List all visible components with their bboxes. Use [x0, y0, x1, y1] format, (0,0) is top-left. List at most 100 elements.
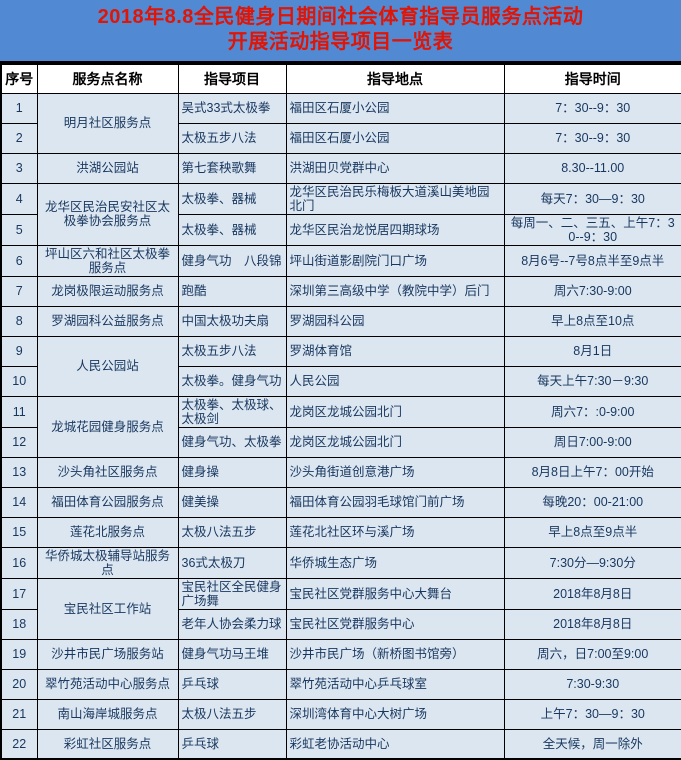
- cell-index: 1: [0, 92, 38, 124]
- cell-project: 健身气功 八段锦: [177, 244, 287, 277]
- cell-index: 21: [0, 698, 38, 730]
- table-row: 1 明月社区服务点 吴式33式太极拳 福田区石厦小公园 7：30--9：30: [0, 92, 681, 154]
- cell-index: 10: [0, 365, 38, 397]
- cell-location: 翠竹苑活动中心乒乓球室: [285, 668, 505, 700]
- cell-index: 16: [0, 546, 38, 579]
- col-header-project: 指导项目: [177, 63, 287, 94]
- page-title-line-2: 开展活动指导项目一览表: [227, 31, 454, 53]
- cell-project: 健身气功马王堆: [177, 638, 287, 670]
- cell-index: 4: [0, 182, 38, 215]
- cell-time: 每晚20：00-21:00: [503, 486, 681, 518]
- cell-service-point-name: 福田体育公园服务点: [36, 486, 179, 518]
- cell-location: 罗湖园科公园: [285, 305, 505, 337]
- cell-service-point-name: 龙岗极限运动服务点: [36, 275, 179, 307]
- table-row: 6 坪山区六和社区太极拳服务点 健身气功 八段锦 坪山街道影剧院门口广场 8月6号--7…: [0, 244, 681, 277]
- cell-index: 12: [0, 426, 38, 458]
- cell-index: 3: [0, 152, 38, 184]
- cell-project: 跑酷: [177, 275, 287, 307]
- cell-time: 2018年8月8日: [503, 608, 681, 640]
- cell-project: 第七套秧歌舞: [177, 152, 287, 184]
- cell-project: 健身气功、太极拳: [177, 426, 287, 458]
- cell-project: 太极八法五步: [177, 516, 287, 548]
- cell-project: 吴式33式太极拳: [177, 92, 287, 124]
- cell-time: 早上8点至9点半: [503, 516, 681, 548]
- cell-service-point-name: 罗湖园科公益服务点: [36, 305, 179, 337]
- table-row: 22 彩虹社区服务点 乒乓球 彩虹老协活动中心 全天候，周一除外: [0, 728, 681, 760]
- cell-time: 8月1日: [503, 335, 681, 367]
- cell-service-point-name: 明月社区服务点: [36, 92, 179, 154]
- cell-time: 7：30--9：30: [503, 92, 681, 124]
- cell-service-point-name: 洪湖公园站: [36, 152, 179, 184]
- cell-project: 太极八法五步: [177, 698, 287, 730]
- cell-project: 36式太极刀: [177, 546, 287, 579]
- cell-time: 上午7：30—9：30: [503, 698, 681, 730]
- cell-location: 华侨城生态广场: [285, 546, 505, 579]
- cell-index: 8: [0, 305, 38, 337]
- cell-index: 22: [0, 728, 38, 760]
- cell-index: 13: [0, 456, 38, 488]
- cell-location: 沙井市民广场（新桥图书馆旁）: [285, 638, 505, 670]
- cell-project: 乒乓球: [177, 728, 287, 760]
- page-title-line-1: 2018年8.8全民健身日期间社会体育指导员服务点活动: [97, 6, 584, 28]
- cell-location: 罗湖体育馆: [285, 335, 505, 367]
- cell-location: 彩虹老协活动中心: [285, 728, 505, 760]
- cell-location: 龙华区民治龙悦居四期球场: [285, 213, 505, 246]
- cell-location: 坪山街道影剧院门口广场: [285, 244, 505, 277]
- cell-index: 14: [0, 486, 38, 518]
- cell-time: 2018年8月8日: [503, 577, 681, 610]
- table-row: 7 龙岗极限运动服务点 跑酷 深圳第三高级中学（教院中学）后门 周六7:30-9:00: [0, 275, 681, 307]
- cell-service-point-name: 龙城花园健身服务点: [36, 395, 179, 458]
- table-row: 21 南山海岸城服务点 太极八法五步 深圳湾体育中心大树广场 上午7：30—9：30: [0, 698, 681, 730]
- cell-project: 中国太极功夫扇: [177, 305, 287, 337]
- cell-location: 沙头角街道创意港广场: [285, 456, 505, 488]
- table-row: 13 沙头角社区服务点 健身操 沙头角街道创意港广场 8月8日上午7：00开始: [0, 456, 681, 488]
- table-row: 15 莲花北服务点 太极八法五步 莲花北社区环与溪广场 早上8点至9点半: [0, 516, 681, 548]
- table-row: 3 洪湖公园站 第七套秧歌舞 洪湖田贝党群中心 8.30--11.00: [0, 152, 681, 184]
- title-band: 2018年8.8全民健身日期间社会体育指导员服务点活动 开展活动指导项目一览表: [0, 0, 681, 63]
- cell-service-point-name: 华侨城太极辅导站服务点: [36, 546, 179, 579]
- cell-index: 9: [0, 335, 38, 367]
- cell-location: 深圳湾体育中心大树广场: [285, 698, 505, 730]
- table-row: 18 老年人协会柔力球 宝民社区党群服务中心 2018年8月8日: [0, 608, 681, 640]
- cell-project: 宝民社区全民健身广场舞: [177, 577, 287, 610]
- cell-service-point-name: 人民公园站: [36, 335, 179, 397]
- table-row: 16 华侨城太极辅导站服务点 36式太极刀 华侨城生态广场 7:30分—9:30分: [0, 546, 681, 579]
- table-row: 12 健身气功、太极拳 龙岗区龙城公园北门 周日7:00-9:00: [0, 426, 681, 458]
- table-row: 8 罗湖园科公益服务点 中国太极功夫扇 罗湖园科公园 早上8点至10点: [0, 305, 681, 337]
- cell-location: 龙岗区龙城公园北门: [285, 426, 505, 458]
- cell-index: 19: [0, 638, 38, 670]
- cell-index: 18: [0, 608, 38, 640]
- col-header-time: 指导时间: [503, 63, 681, 94]
- cell-location: 宝民社区党群服务中心: [285, 608, 505, 640]
- table-row: 9 人民公园站 太极五步八法 罗湖体育馆 8月1日: [0, 335, 681, 397]
- cell-service-point-name: 沙井市民广场服务站: [36, 638, 179, 670]
- table-row: 11 龙城花园健身服务点 太极拳、太极球、太极剑 龙岗区龙城公园北门 周六7：:0-9:…: [0, 395, 681, 458]
- cell-time: 7：30--9：30: [503, 122, 681, 154]
- table-row: 10 太极拳。健身气功 人民公园 每天上午7:30－9:30: [0, 365, 681, 397]
- cell-location: 福田区石厦小公园: [285, 122, 505, 154]
- header-row: 序号 服务点名称 指导项目 指导地点 指导时间: [0, 63, 681, 94]
- cell-location: 福田区石厦小公园: [285, 92, 505, 124]
- cell-time: 周六，日7:00至9:00: [503, 638, 681, 670]
- cell-location: 福田体育公园羽毛球馆门前广场: [285, 486, 505, 518]
- cell-project: 太极拳、器械: [177, 182, 287, 215]
- col-header-name: 服务点名称: [36, 63, 179, 94]
- table-row: 20 翠竹苑活动中心服务点 乒乓球 翠竹苑活动中心乒乓球室 7:30-9:30: [0, 668, 681, 700]
- cell-service-point-name: 宝民社区工作站: [36, 577, 179, 640]
- cell-project: 太极拳、太极球、太极剑: [177, 395, 287, 428]
- cell-project: 乒乓球: [177, 668, 287, 700]
- cell-time: 早上8点至10点: [503, 305, 681, 337]
- cell-time: 全天候，周一除外: [503, 728, 681, 760]
- service-points-table: 序号 服务点名称 指导项目 指导地点 指导时间 1 明月社区服务点 吴式33式太极拳…: [0, 63, 681, 760]
- table-row: 19 沙井市民广场服务站 健身气功马王堆 沙井市民广场（新桥图书馆旁） 周六，日7:00…: [0, 638, 681, 670]
- cell-index: 15: [0, 516, 38, 548]
- cell-service-point-name: 莲花北服务点: [36, 516, 179, 548]
- cell-location: 莲花北社区环与溪广场: [285, 516, 505, 548]
- cell-time: 周六7：:0-9:00: [503, 395, 681, 428]
- cell-time: 周日7:00-9:00: [503, 426, 681, 458]
- cell-location: 龙岗区龙城公园北门: [285, 395, 505, 428]
- table-row: 4 龙华区民治民安社区太极拳协会服务点 太极拳、器械 龙华区民治民乐梅板大道溪山美地园…: [0, 182, 681, 246]
- cell-location: 宝民社区党群服务中心大舞台: [285, 577, 505, 610]
- cell-index: 6: [0, 244, 38, 277]
- table-row: 5 太极拳、器械 龙华区民治龙悦居四期球场 每周一、二、三五、上午7：30--9：30: [0, 213, 681, 246]
